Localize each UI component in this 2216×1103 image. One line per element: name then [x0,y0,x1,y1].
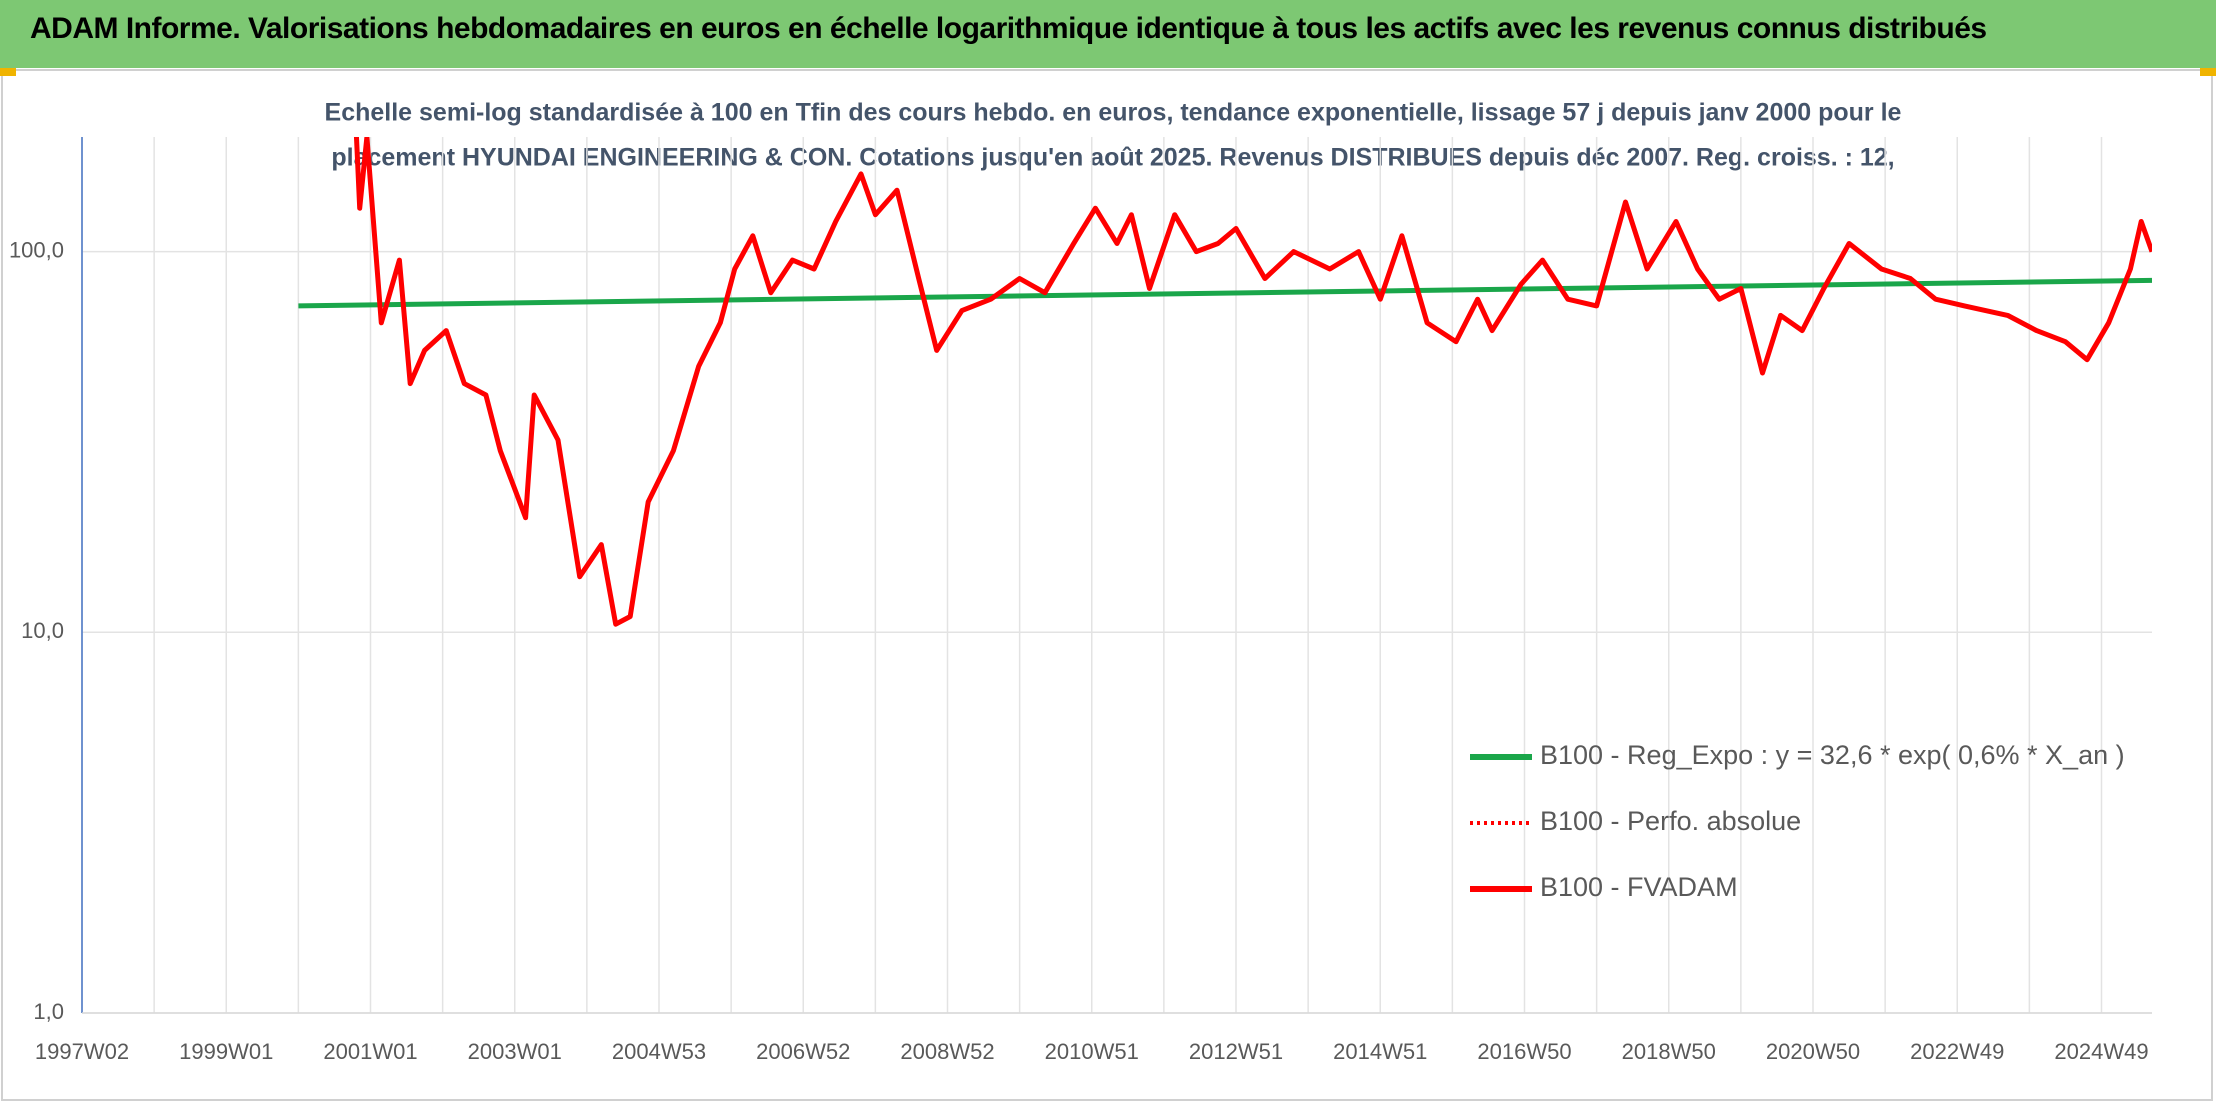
chart: Echelle semi-log standardisée à 100 en T… [0,68,2216,1101]
legend-label: B100 - Reg_Expo : y = 32,6 * exp( 0,6% *… [1540,740,2125,770]
x-tick-label: 2001W01 [323,1039,417,1064]
x-tick-label: 2014W51 [1333,1039,1427,1064]
x-tick-label: 2012W51 [1189,1039,1283,1064]
y-tick-label: 10,0 [21,618,64,643]
page-title: ADAM Informe. Valorisations hebdomadaire… [30,12,1987,45]
x-tick-label: 1999W01 [179,1039,273,1064]
y-tick-label: 1,0 [33,999,64,1024]
x-tick-label: 2018W50 [1622,1039,1716,1064]
header: ADAM Informe. Valorisations hebdomadaire… [0,0,2216,68]
series-line [353,137,2152,627]
x-tick-label: 2008W52 [900,1039,994,1064]
corner-mark [0,68,16,76]
chart-subtitle: placement HYUNDAI ENGINEERING & CON. Cot… [331,144,1894,172]
x-tick-label: 2006W52 [756,1039,850,1064]
x-tick-label: 2024W49 [2054,1039,2148,1064]
chart-subtitle: Echelle semi-log standardisée à 100 en T… [325,99,1902,127]
x-tick-label: 2020W50 [1766,1039,1860,1064]
x-tick-label: 2016W50 [1477,1039,1571,1064]
series-line [298,277,2152,309]
x-tick-label: 2003W01 [468,1039,562,1064]
y-tick-label: 100,0 [9,237,64,262]
legend-label: B100 - FVADAM [1540,872,1738,902]
x-tick-label: 1997W02 [35,1039,129,1064]
x-tick-label: 2022W49 [1910,1039,2004,1064]
legend-label: B100 - Perfo. absolue [1540,806,1801,836]
corner-mark [2200,68,2216,76]
x-tick-label: 2010W51 [1045,1039,1139,1064]
x-tick-label: 2004W53 [612,1039,706,1064]
